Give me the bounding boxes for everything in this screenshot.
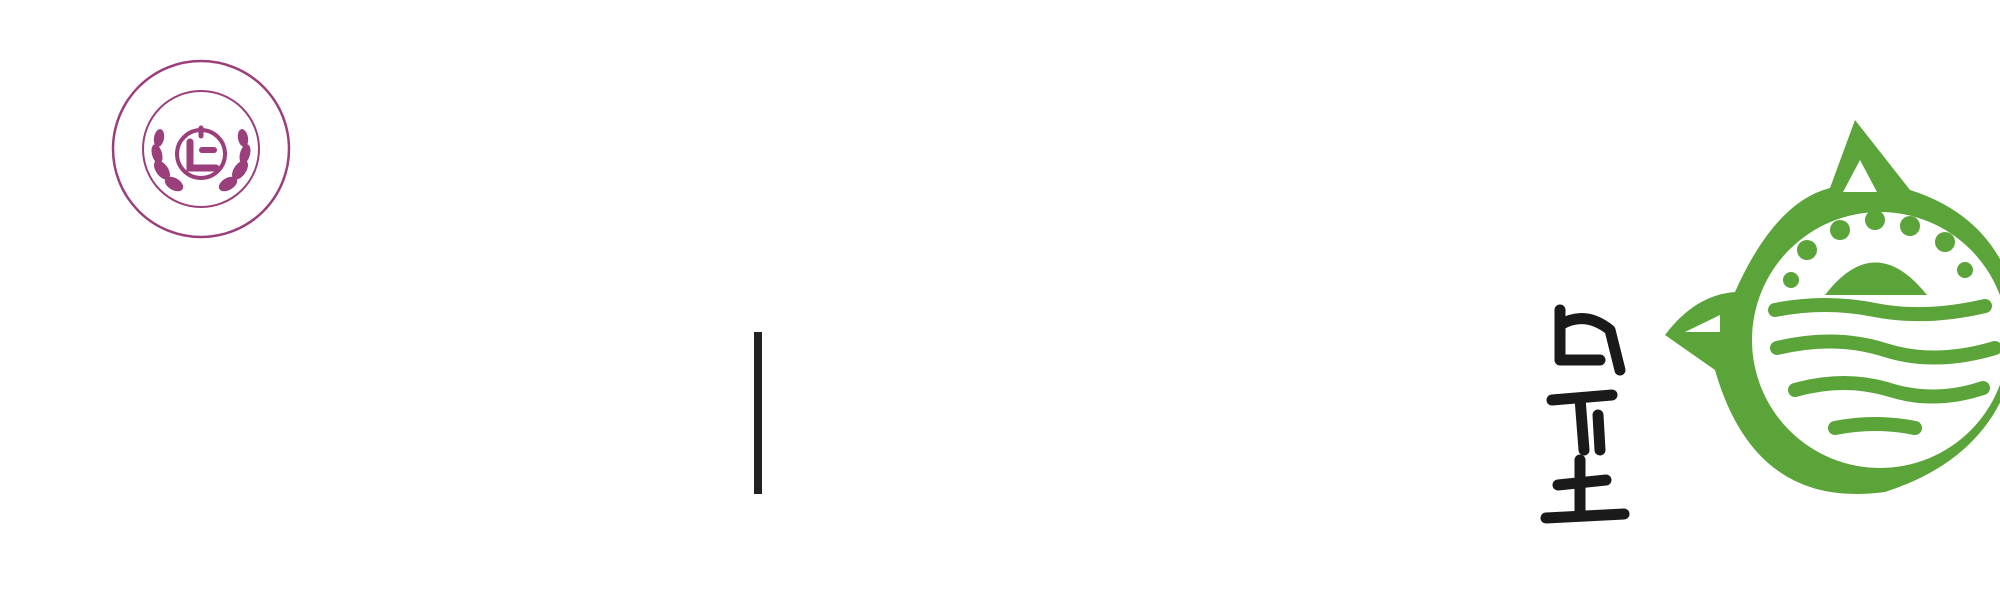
school-badge-icon — [111, 59, 291, 239]
school-badge-logo — [110, 58, 292, 240]
vertical-divider — [754, 332, 762, 494]
green-emblem — [1665, 120, 2000, 520]
seal-glyph-icon — [1540, 304, 1630, 524]
green-water-sun-icon — [1665, 120, 2000, 495]
vertical-seal-glyphs — [1540, 300, 1640, 530]
person-role — [810, 360, 840, 460]
